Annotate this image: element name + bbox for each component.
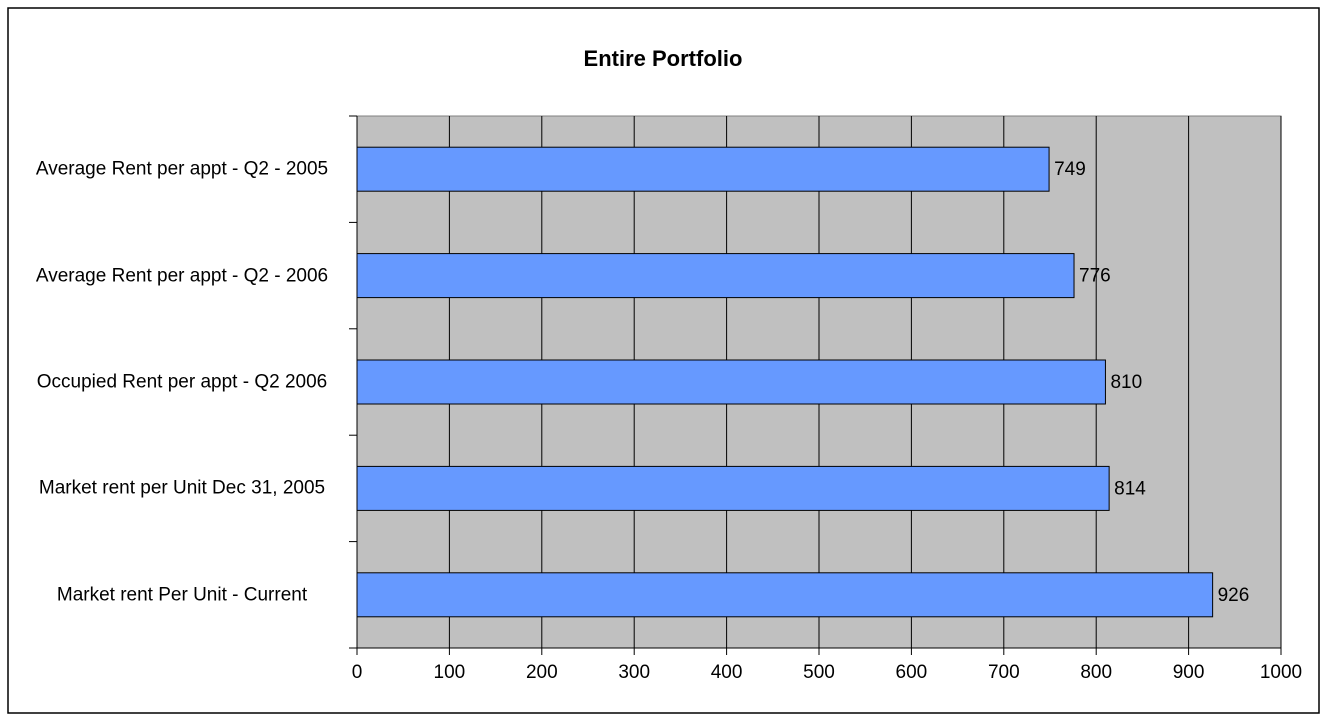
x-tick-label: 600	[896, 662, 928, 683]
x-tick-label: 1000	[1260, 662, 1302, 683]
value-label: 810	[1110, 372, 1142, 393]
x-tick-label: 500	[803, 662, 835, 683]
bar	[356, 359, 1106, 405]
value-label: 814	[1114, 478, 1146, 499]
x-tick-label: 0	[352, 662, 363, 683]
x-tick-label: 800	[1080, 662, 1112, 683]
bar	[356, 465, 1110, 511]
x-tick-label: 200	[526, 662, 558, 683]
chart-title: Entire Portfolio	[584, 46, 743, 71]
y-tick-label: Average Rent per appt - Q2 - 2005	[35, 158, 329, 180]
x-tick-label: 700	[988, 662, 1020, 683]
y-tick-label: Occupied Rent per appt - Q2 2006	[36, 371, 328, 393]
y-tick-label: Market rent per Unit Dec 31, 2005	[38, 477, 326, 499]
y-tick-label: Market rent Per Unit - Current	[56, 584, 308, 606]
value-label: 749	[1054, 159, 1086, 180]
x-tick-label: 100	[434, 662, 466, 683]
bar	[356, 253, 1075, 299]
value-label: 776	[1079, 266, 1111, 287]
x-tick-label: 900	[1173, 662, 1205, 683]
value-label: 926	[1218, 585, 1250, 606]
x-tick-label: 400	[711, 662, 743, 683]
bar	[356, 146, 1050, 192]
bar	[356, 572, 1214, 618]
y-tick-label: Average Rent per appt - Q2 - 2006	[35, 265, 329, 287]
x-tick-label: 300	[618, 662, 650, 683]
